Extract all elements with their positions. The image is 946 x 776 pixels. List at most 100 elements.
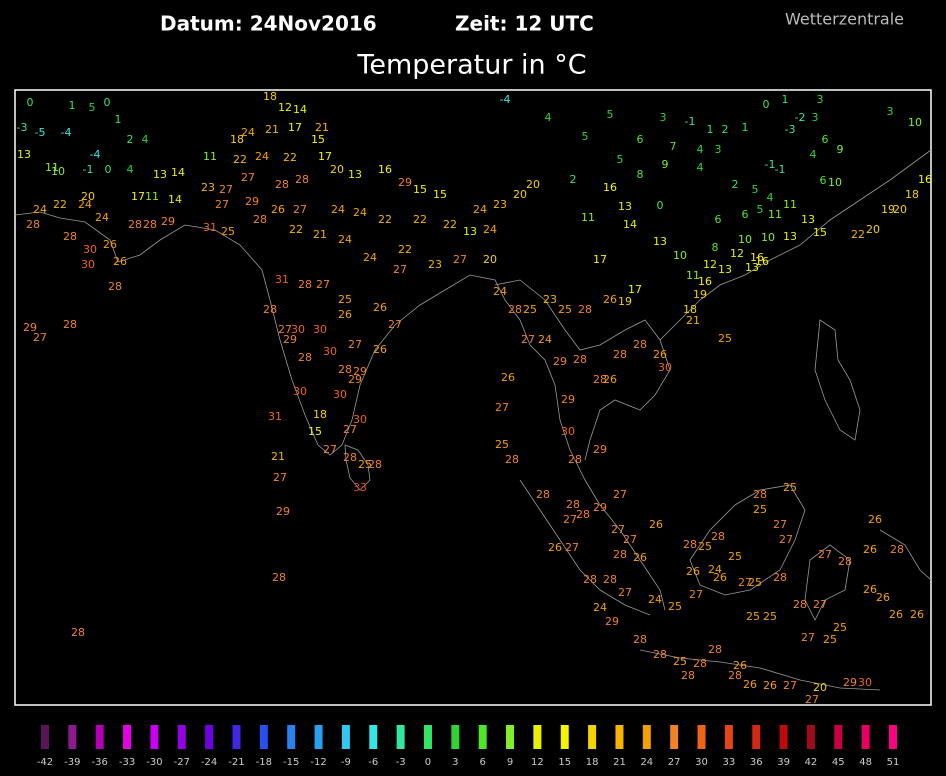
station-value: 25 [746, 610, 760, 623]
station-value: 27 [783, 679, 797, 692]
coastlines [14, 149, 932, 691]
legend-swatch [451, 725, 460, 749]
station-value: 16 [755, 255, 769, 268]
station-value: 30 [353, 413, 367, 426]
coastline [639, 649, 881, 691]
station-value: 29 [553, 355, 567, 368]
station-value: 31 [203, 221, 217, 234]
station-value: 24 [331, 203, 345, 216]
station-value: 29 [593, 501, 607, 514]
station-value: 27 [273, 471, 287, 484]
station-value: 28 [275, 178, 289, 191]
coastline [814, 319, 861, 441]
station-value: 3 [812, 111, 819, 124]
station-value: -4 [500, 93, 511, 106]
station-value: 24 [255, 150, 269, 163]
station-value: 6 [637, 133, 644, 146]
legend-swatch [95, 725, 104, 749]
legend-swatch [724, 725, 733, 749]
station-value: 23 [428, 258, 442, 271]
station-value: 10 [738, 233, 752, 246]
station-value: 28 [505, 453, 519, 466]
station-value: 28 [568, 453, 582, 466]
station-value: 26 [501, 371, 515, 384]
station-value: 25 [728, 550, 742, 563]
station-value: 25 [673, 655, 687, 668]
date-label: Datum: 24Nov2016 [160, 12, 377, 36]
station-value: 3 [660, 111, 667, 124]
station-value: 10 [673, 249, 687, 262]
station-value: 27 [495, 401, 509, 414]
station-value: 24 [538, 333, 552, 346]
coastline [689, 484, 806, 596]
legend-label: -42 [37, 757, 53, 768]
legend-label: 39 [777, 757, 790, 768]
station-value: 20 [526, 178, 540, 191]
legend-swatch [396, 725, 405, 749]
station-value: 30 [858, 676, 872, 689]
station-value: 5 [582, 130, 589, 143]
station-value: 27 [348, 338, 362, 351]
station-value: 27 [278, 323, 292, 336]
station-value: 25 [718, 332, 732, 345]
station-value: 28 [708, 643, 722, 656]
station-value: 28 [108, 280, 122, 293]
station-value: 16 [603, 181, 617, 194]
station-value: 28 [603, 573, 617, 586]
legend-label: 45 [832, 757, 845, 768]
legend: -42 -39 -36 -33 -30 -27 -24 -21 -18 -15 -12 -9 -6 -3 0… [37, 725, 899, 768]
station-value: -1 [775, 163, 786, 176]
station-value: 25 [523, 303, 537, 316]
map-title: Temperatur in °C [356, 50, 586, 81]
station-value: 28 [583, 573, 597, 586]
station-value: 20 [330, 163, 344, 176]
station-value: 28 [681, 669, 695, 682]
legend-label: 24 [640, 757, 653, 768]
station-value: 2 [732, 178, 739, 191]
legend-swatch [68, 725, 77, 749]
station-value: 26 [910, 608, 924, 621]
station-value: 0 [27, 96, 34, 109]
station-value: 23 [201, 181, 215, 194]
station-value: 25 [753, 503, 767, 516]
station-value: 29 [353, 365, 367, 378]
station-value: 3 [887, 105, 894, 118]
station-value: 24 [708, 563, 722, 576]
station-value: 28 [573, 353, 587, 366]
station-value: 11 [203, 150, 217, 163]
legend-label: -30 [146, 757, 162, 768]
legend-swatch [560, 725, 569, 749]
coastline [804, 544, 851, 621]
station-value: 11 [768, 208, 782, 221]
station-value: 24 [363, 251, 377, 264]
station-value: 19 [618, 295, 632, 308]
station-value: 17 [288, 121, 302, 134]
coastline [879, 529, 932, 581]
station-value: -3 [17, 121, 28, 134]
station-value: 29 [398, 176, 412, 189]
station-value: 26 [603, 373, 617, 386]
coastline [344, 444, 371, 491]
station-value: 25 [358, 458, 372, 471]
station-value: 26 [868, 513, 882, 526]
map-frame [14, 89, 932, 706]
station-value: 14 [623, 218, 637, 231]
legend-label: -12 [310, 757, 326, 768]
station-value: 21 [271, 450, 285, 463]
legend-swatch [314, 725, 323, 749]
station-value: 22 [289, 223, 303, 236]
station-value: 30 [293, 385, 307, 398]
station-value: 13 [653, 235, 667, 248]
station-value: 10 [908, 116, 922, 129]
station-value: 29 [161, 215, 175, 228]
station-value: 33 [353, 481, 367, 494]
legend-label: -39 [64, 757, 80, 768]
station-value: 21 [265, 123, 279, 136]
station-value: -3 [785, 123, 796, 136]
legend-label: 12 [531, 757, 544, 768]
legend-label: 15 [558, 757, 571, 768]
legend-swatch [779, 725, 788, 749]
station-value: 13 [348, 168, 362, 181]
station-value: 26 [743, 678, 757, 691]
station-value: 27 [453, 253, 467, 266]
